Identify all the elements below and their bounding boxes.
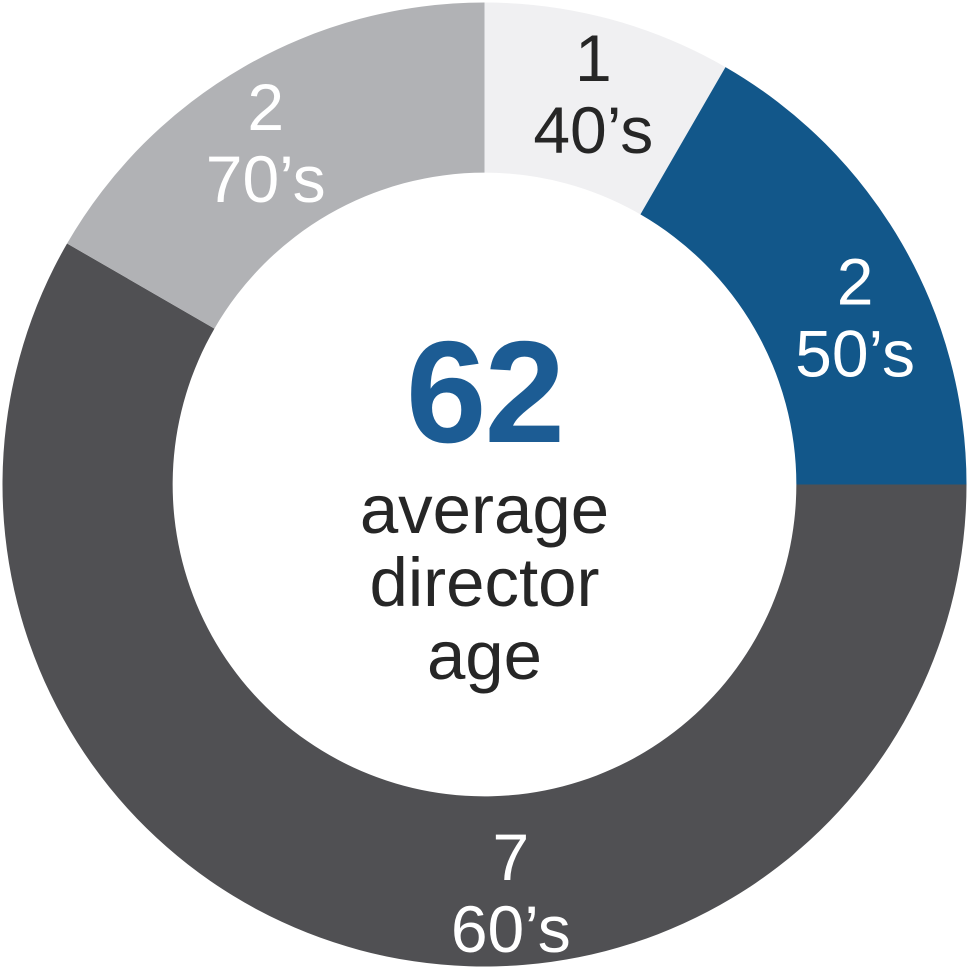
slice-40s xyxy=(484,2,726,215)
slice-label-70s: 2 70’s xyxy=(206,70,326,216)
slice-50s xyxy=(640,67,967,485)
slice-label-40s: 1 40’s xyxy=(533,21,653,167)
slice-70s xyxy=(67,2,485,329)
slice-60s xyxy=(2,243,967,967)
slice-label-60s: 7 60’s xyxy=(451,820,571,966)
slice-label-50s: 2 50’s xyxy=(795,245,915,391)
